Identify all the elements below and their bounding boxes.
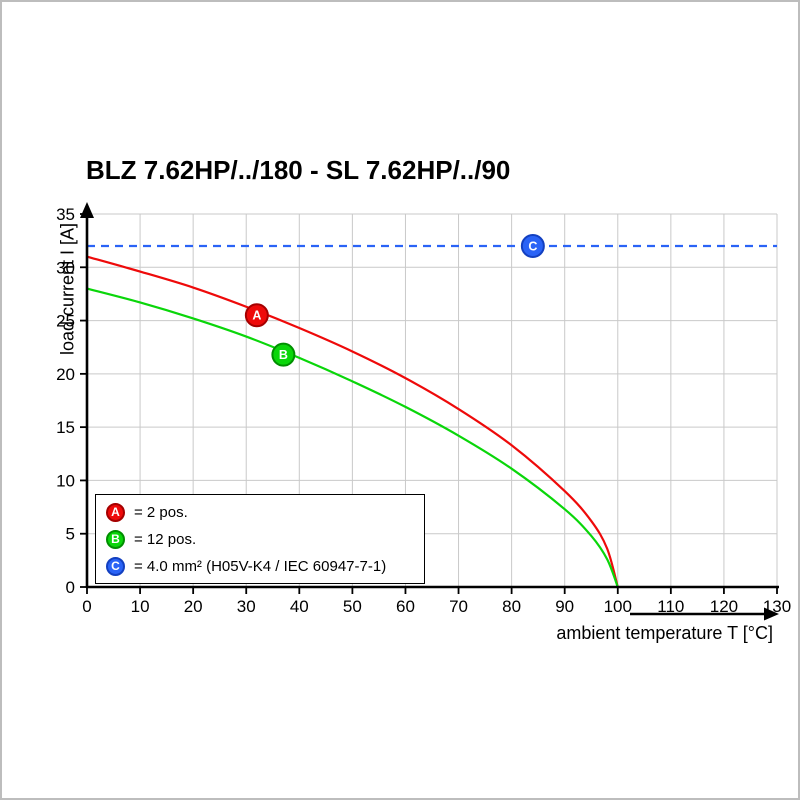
y-tick-label: 5 [66, 525, 75, 544]
series-b-marker-icon: B [106, 529, 125, 549]
x-tick-label: 70 [449, 597, 468, 616]
x-tick-label: 50 [343, 597, 362, 616]
x-tick-label: 120 [710, 597, 738, 616]
legend-item-b: B = 12 pos. [106, 527, 414, 551]
x-tick-label: 0 [82, 597, 91, 616]
curve-A [86, 255, 619, 588]
x-tick-label: 10 [131, 597, 150, 616]
x-tick-label: 90 [555, 597, 574, 616]
y-tick-label: 0 [66, 578, 75, 597]
x-tick-label: 100 [604, 597, 632, 616]
x-tick-label: 110 [657, 597, 684, 616]
curve-B [86, 287, 619, 588]
x-tick-label: 40 [290, 597, 309, 616]
marker-A [244, 303, 269, 328]
marker-B [271, 342, 296, 367]
marker-C-letter: C [528, 239, 537, 253]
legend-item-a: A = 2 pos. [106, 500, 414, 524]
series-a-marker-icon: A [106, 502, 125, 522]
legend-label-a: = 2 pos. [134, 503, 188, 521]
y-tick-label: 20 [56, 365, 75, 384]
marker-B-letter: B [279, 348, 288, 362]
y-tick-label: 30 [56, 258, 75, 277]
series-c-marker-icon: C [106, 556, 125, 576]
legend: A = 2 pos. B = 12 pos. C = 4.0 mm² (H05V… [95, 494, 425, 584]
legend-label-c: = 4.0 mm² (H05V-K4 / IEC 60947-7-1) [134, 557, 387, 575]
x-tick-label: 80 [502, 597, 521, 616]
x-tick-label: 20 [184, 597, 203, 616]
marker-C [520, 233, 545, 258]
x-axis-label: ambient temperature T [°C] [556, 623, 773, 643]
y-tick-label: 15 [56, 418, 75, 437]
marker-A-letter: A [252, 309, 261, 323]
x-axis-arrowhead-icon [764, 607, 779, 621]
y-axis-arrowhead-icon [80, 202, 94, 218]
y-tick-label: 35 [56, 205, 75, 224]
x-tick-label: 30 [237, 597, 256, 616]
chart-title: BLZ 7.62HP/../180 - SL 7.62HP/../90 [86, 155, 511, 185]
legend-label-b: = 12 pos. [134, 530, 197, 548]
legend-item-c: C = 4.0 mm² (H05V-K4 / IEC 60947-7-1) [106, 554, 414, 578]
y-tick-label: 25 [56, 312, 75, 331]
y-axis-label: load current I [A] [57, 222, 78, 356]
x-tick-label: 60 [396, 597, 415, 616]
y-tick-label: 10 [56, 471, 75, 490]
